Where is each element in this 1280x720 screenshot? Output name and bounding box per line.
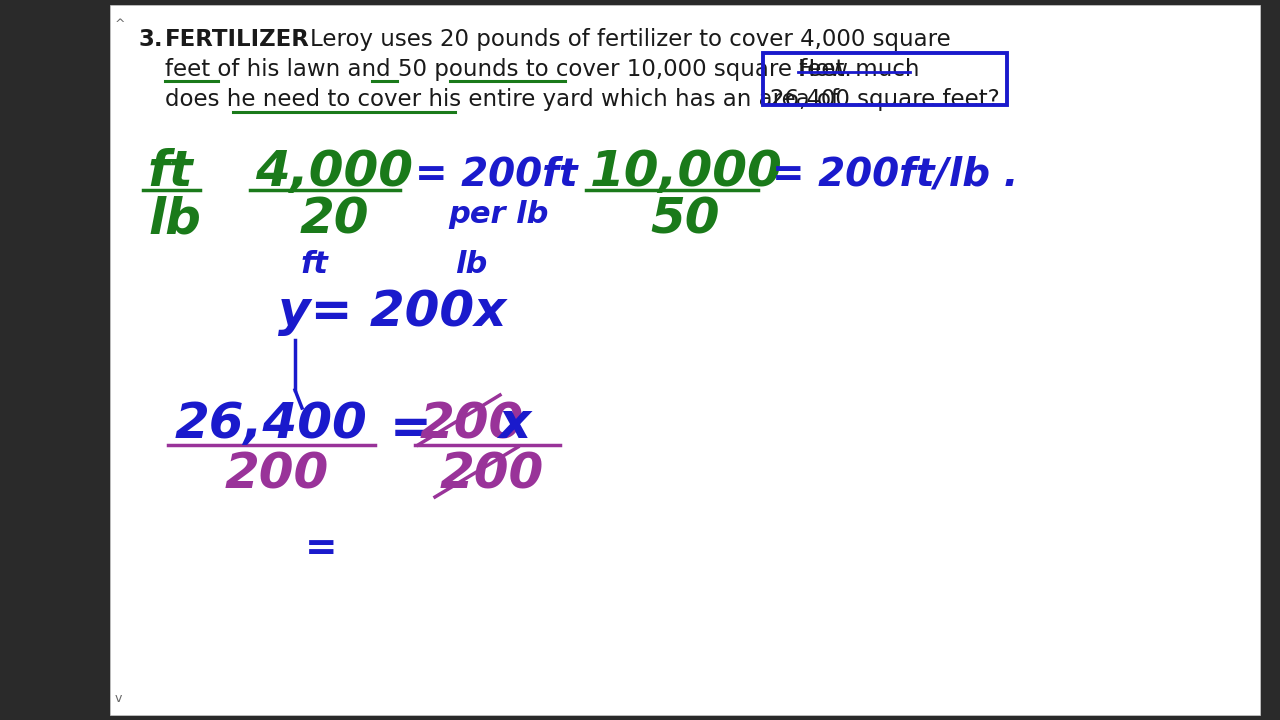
Text: How much: How much <box>797 58 919 81</box>
Text: ft: ft <box>148 148 193 196</box>
Text: FERTILIZER: FERTILIZER <box>165 28 310 51</box>
Text: Leroy uses 20 pounds of fertilizer to cover 4,000 square: Leroy uses 20 pounds of fertilizer to co… <box>310 28 951 51</box>
Text: 200: 200 <box>420 400 525 448</box>
Text: lb: lb <box>148 195 201 243</box>
Text: y= 200x: y= 200x <box>278 288 507 336</box>
Text: 10,000: 10,000 <box>590 148 783 196</box>
Text: = 200ft/lb .: = 200ft/lb . <box>772 155 1019 193</box>
Text: x: x <box>498 400 530 448</box>
Text: 26,400 square feet?: 26,400 square feet? <box>771 88 1000 111</box>
Text: feet of his lawn and 50 pounds to cover 10,000 square feet.: feet of his lawn and 50 pounds to cover … <box>165 58 851 81</box>
Text: does he need to cover his entire yard which has an area of: does he need to cover his entire yard wh… <box>165 88 838 111</box>
Text: =: = <box>390 405 431 453</box>
Text: 50: 50 <box>650 195 719 243</box>
Text: 3.: 3. <box>138 28 163 51</box>
Text: lb: lb <box>454 250 488 279</box>
Text: ^: ^ <box>115 18 125 31</box>
Text: per lb: per lb <box>448 200 549 229</box>
FancyBboxPatch shape <box>110 5 1260 715</box>
Text: v: v <box>115 692 123 705</box>
Text: 200: 200 <box>225 450 329 498</box>
Text: 200: 200 <box>440 450 544 498</box>
Text: 20: 20 <box>300 195 370 243</box>
Text: 26,400: 26,400 <box>175 400 367 448</box>
Text: ft: ft <box>300 250 328 279</box>
Text: 4,000: 4,000 <box>255 148 413 196</box>
Text: =: = <box>305 530 338 568</box>
Text: = 200ft: = 200ft <box>415 155 577 193</box>
